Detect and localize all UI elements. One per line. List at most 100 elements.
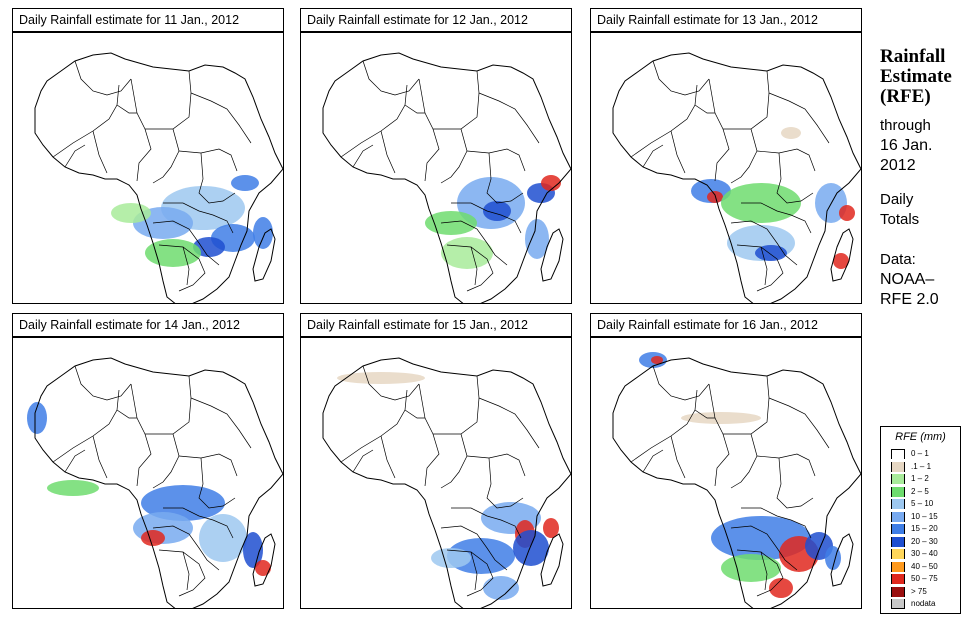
legend-item: 20 – 30 xyxy=(891,536,959,547)
map-panel-2: Daily Rainfall estimate for 12 Jan., 201… xyxy=(300,8,572,304)
country-border xyxy=(145,375,192,435)
country-border xyxy=(92,435,108,479)
sidebar-title: Rainfall Estimate (RFE) xyxy=(880,47,965,107)
africa-map xyxy=(34,52,283,303)
period-block: Daily Totals xyxy=(880,190,965,230)
legend-label: > 75 xyxy=(911,586,927,596)
legend-swatch xyxy=(891,511,905,522)
country-border xyxy=(768,397,830,449)
country-border xyxy=(198,457,236,509)
country-border xyxy=(708,78,730,182)
legend-swatch xyxy=(891,461,905,472)
legend-item: .1 – 1 xyxy=(891,461,959,472)
country-border xyxy=(145,70,192,130)
country-border xyxy=(440,128,468,184)
rainfall-area xyxy=(231,175,259,191)
country-border xyxy=(730,525,798,571)
rainfall-area xyxy=(255,560,271,576)
country-border xyxy=(694,104,715,114)
rainfall-area xyxy=(781,127,801,139)
data-label: Data: xyxy=(880,251,916,268)
country-border xyxy=(730,433,758,489)
rainfall-area xyxy=(141,485,225,521)
country-border xyxy=(642,144,664,168)
country-border xyxy=(741,202,812,234)
country-border xyxy=(756,148,816,172)
country-border xyxy=(694,409,715,419)
data-source-line: NOAA– xyxy=(880,271,935,288)
country-border xyxy=(190,397,252,449)
country-border xyxy=(486,457,524,509)
country-border xyxy=(433,70,480,130)
country-border xyxy=(163,202,234,234)
country-border xyxy=(756,453,816,477)
legend-label: 40 – 50 xyxy=(911,561,938,571)
country-border xyxy=(352,144,374,168)
country-border xyxy=(630,389,698,463)
country-border xyxy=(362,365,420,401)
rainfall-area xyxy=(833,253,849,269)
through-block: through 16 Jan. 2012 xyxy=(880,116,965,176)
country-border xyxy=(152,220,220,266)
legend-label: 0 – 1 xyxy=(911,449,929,458)
country-border xyxy=(466,453,526,477)
rainfall-area xyxy=(337,372,425,384)
legend-swatch xyxy=(891,586,905,597)
madagascar-outline xyxy=(830,533,854,587)
africa-map xyxy=(612,52,861,303)
legend-swatch xyxy=(891,486,905,497)
country-border xyxy=(340,84,408,158)
rainfall-map xyxy=(590,32,862,304)
country-border xyxy=(478,92,540,144)
legend-item: > 75 xyxy=(891,586,959,597)
africa-map xyxy=(322,357,571,608)
rainfall-area xyxy=(253,217,273,249)
legend-item: 15 – 20 xyxy=(891,524,959,534)
legend-item: 0 – 1 xyxy=(891,449,959,459)
country-border xyxy=(466,148,526,172)
legend-title: RFE (mm) xyxy=(895,431,946,443)
panel-title: Daily Rainfall estimate for 14 Jan., 201… xyxy=(12,313,284,337)
country-border xyxy=(152,128,180,184)
country-border xyxy=(152,525,220,571)
country-border xyxy=(340,389,408,463)
country-border xyxy=(418,383,440,487)
country-border xyxy=(478,397,540,449)
rainfall-area xyxy=(243,532,263,568)
legend-label: .1 – 1 xyxy=(911,461,932,471)
country-border xyxy=(630,84,698,158)
country-border xyxy=(446,549,494,597)
rainfall-area xyxy=(193,237,225,257)
legend-item: 1 – 2 xyxy=(891,474,959,484)
legend-label: 10 – 15 xyxy=(911,511,938,521)
map-panel-4: Daily Rainfall estimate for 14 Jan., 201… xyxy=(12,313,284,609)
panel-title: Daily Rainfall estimate for 16 Jan., 201… xyxy=(590,313,862,337)
legend-swatch xyxy=(891,561,905,572)
map-panel-5: Daily Rainfall estimate for 15 Jan., 201… xyxy=(300,313,572,609)
country-border xyxy=(178,453,238,477)
rainfall-area xyxy=(141,530,165,546)
country-border xyxy=(652,365,710,401)
country-border xyxy=(92,130,108,174)
rainfall-area xyxy=(27,402,47,434)
country-border xyxy=(380,130,396,174)
country-border xyxy=(440,220,508,266)
legend-swatch xyxy=(891,449,905,459)
rainfall-area xyxy=(769,578,793,598)
country-border xyxy=(52,84,120,158)
country-border xyxy=(352,449,374,473)
map-panel-3: Daily Rainfall estimate for 13 Jan., 201… xyxy=(590,8,862,304)
country-border xyxy=(670,130,686,174)
rainfall-area xyxy=(681,412,761,424)
country-border xyxy=(74,60,132,96)
legend-swatch xyxy=(891,599,905,609)
country-border xyxy=(440,433,468,489)
rainfall-area xyxy=(145,239,201,267)
rainfall-area xyxy=(431,548,471,568)
panel-title: Daily Rainfall estimate for 12 Jan., 201… xyxy=(300,8,572,32)
country-border xyxy=(198,152,236,204)
country-border xyxy=(736,244,784,292)
legend-item: 50 – 75 xyxy=(891,574,959,584)
country-border xyxy=(404,104,425,114)
legend-swatch xyxy=(891,499,905,509)
